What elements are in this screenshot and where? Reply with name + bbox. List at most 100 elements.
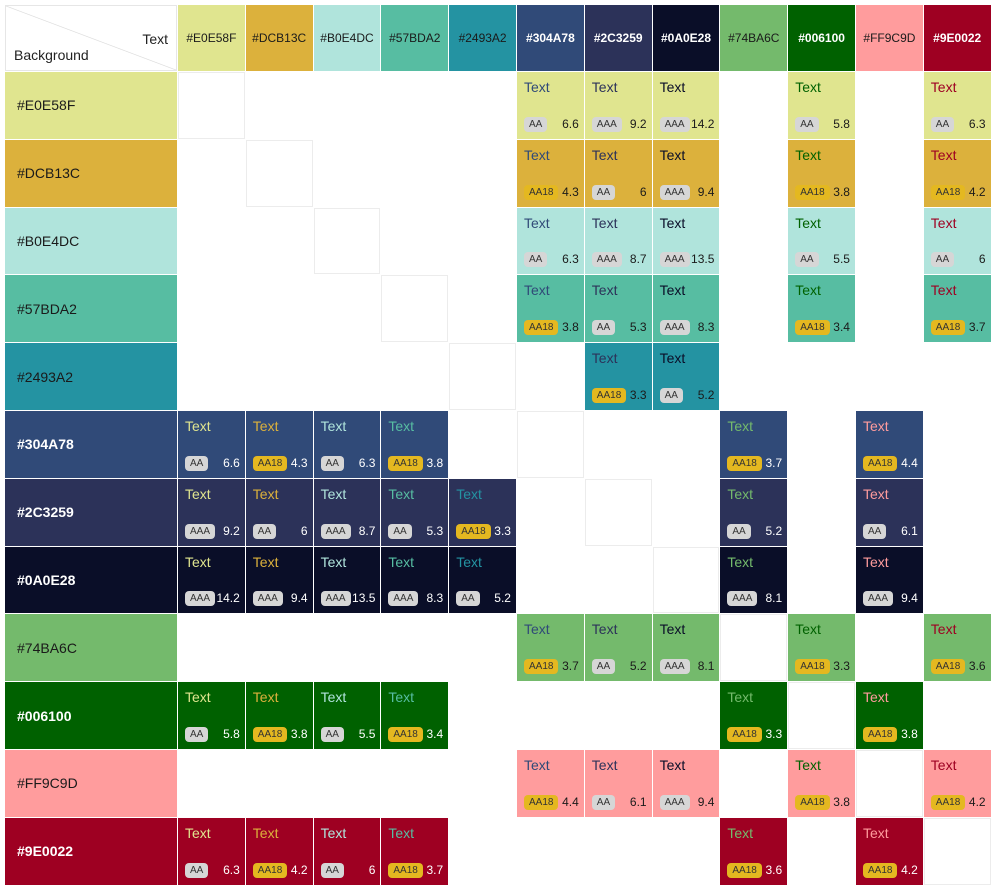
contrast-ratio: 4.4 — [901, 455, 918, 470]
contrast-swatch: Text AAA 14.2 — [652, 72, 720, 139]
contrast-ratio: 4.2 — [968, 184, 986, 199]
contrast-ratio: 3.8 — [426, 455, 444, 470]
contrast-swatch: Text AAA 9.4 — [652, 750, 720, 817]
column-header: #FF9C9D — [856, 5, 923, 71]
sample-text: Text — [320, 824, 347, 841]
contrast-swatch: Text AA18 4.2 — [856, 817, 923, 885]
contrast-ratio: 6.3 — [968, 116, 986, 131]
sample-text: Text — [727, 485, 754, 502]
contrast-ratio: 8.1 — [765, 591, 783, 606]
wcag-rating-badge: AAA — [591, 252, 622, 268]
column-header: #57BDA2 — [381, 5, 449, 71]
column-header: #E0E58F — [178, 5, 245, 71]
wcag-rating-badge: AAA — [727, 591, 758, 607]
contrast-swatch: Text AA 5.2 — [584, 614, 652, 682]
contrast-swatch: Text AA 6 — [313, 817, 381, 885]
contrast-swatch: Text AA 5.3 — [381, 478, 449, 546]
empty-diagonal-cell — [313, 207, 381, 275]
wcag-rating-badge: AA18 — [524, 184, 559, 200]
sample-text: Text — [388, 689, 415, 706]
wcag-rating-badge: AA18 — [591, 387, 627, 403]
contrast-ratio: 5.8 — [833, 116, 850, 131]
contrast-ratio: 3.3 — [629, 387, 647, 402]
contrast-swatch: Text AA 6 — [245, 478, 313, 546]
contrast-ratio: 4.2 — [968, 794, 986, 809]
contrast-swatch: Text AA18 4.4 — [517, 750, 584, 817]
contrast-swatch: Text AA18 4.4 — [856, 411, 923, 478]
sample-text: Text — [252, 689, 279, 706]
sample-text: Text — [320, 553, 347, 570]
wcag-rating-badge: AA — [659, 387, 683, 403]
sample-text: Text — [930, 214, 957, 231]
contrast-swatch: Text AA18 3.8 — [381, 411, 449, 478]
contrast-ratio: 3.7 — [968, 320, 986, 335]
row-header: #B0E4DC — [5, 207, 177, 275]
row-header: #2493A2 — [5, 343, 177, 410]
sample-text: Text — [659, 757, 686, 773]
contrast-swatch: Text AAA 13.5 — [313, 546, 381, 614]
contrast-swatch: Text AA 6.6 — [517, 72, 584, 139]
contrast-ratio: 6 — [368, 862, 376, 877]
contrast-swatch: Text AA 5.5 — [313, 682, 381, 749]
sample-text: Text — [930, 146, 957, 163]
sample-text: Text — [524, 282, 550, 299]
contrast-swatch: Text AA18 3.8 — [245, 682, 313, 749]
wcag-rating-badge: AAA — [659, 116, 690, 132]
wcag-rating-badge: AA — [320, 726, 344, 742]
row-header: #E0E58F — [5, 72, 177, 139]
wcag-rating-badge: AA — [591, 184, 616, 200]
sample-text: Text — [185, 418, 211, 434]
wcag-rating-badge: AA18 — [795, 184, 830, 200]
wcag-rating-badge: AA — [727, 523, 751, 539]
contrast-ratio: 3.8 — [562, 320, 579, 335]
sample-text: Text — [659, 79, 686, 95]
wcag-rating-badge: AA — [591, 794, 616, 810]
column-header: #DCB13C — [245, 5, 313, 71]
wcag-rating-badge: AA — [524, 252, 548, 268]
contrast-ratio: 9.4 — [290, 591, 308, 606]
wcag-rating-badge: AA — [930, 116, 955, 132]
sample-text: Text — [591, 282, 618, 299]
contrast-ratio: 8.7 — [629, 252, 647, 267]
wcag-rating-badge: AAA — [252, 591, 283, 607]
empty-diagonal-cell — [652, 546, 720, 614]
contrast-ratio: 13.5 — [352, 591, 376, 606]
contrast-ratio: 5.3 — [629, 320, 647, 335]
contrast-swatch: Text AA18 3.7 — [517, 614, 584, 682]
empty-diagonal-cell — [517, 411, 584, 478]
contrast-swatch: Text AA18 3.7 — [923, 275, 991, 343]
contrast-ratio: 8.7 — [358, 523, 376, 538]
wcag-rating-badge: AAA — [659, 320, 690, 336]
contrast-ratio: 6 — [639, 184, 647, 199]
contrast-swatch: Text AAA 14.2 — [178, 546, 245, 614]
wcag-rating-badge: AA — [185, 726, 209, 742]
contrast-swatch: Text AA18 3.7 — [720, 411, 788, 478]
contrast-swatch: Text AA 5.8 — [788, 72, 855, 139]
contrast-ratio: 3.6 — [765, 862, 783, 877]
wcag-rating-badge: AA — [795, 252, 819, 268]
sample-text: Text — [185, 485, 211, 502]
contrast-swatch: Text AA18 4.2 — [245, 817, 313, 885]
contrast-ratio: 5.2 — [629, 659, 647, 674]
sample-text: Text — [727, 418, 754, 434]
contrast-ratio: 6.6 — [562, 116, 579, 131]
text-axis-label: Text — [142, 31, 168, 47]
wcag-rating-badge: AA — [185, 455, 209, 471]
contrast-ratio: 5.3 — [426, 523, 444, 538]
sample-text: Text — [591, 214, 618, 231]
contrast-ratio: 3.7 — [765, 455, 783, 470]
sample-text: Text — [795, 282, 821, 299]
wcag-rating-badge: AA18 — [930, 659, 966, 675]
wcag-rating-badge: AA18 — [524, 659, 559, 675]
sample-text: Text — [524, 214, 550, 231]
wcag-rating-badge: AA18 — [795, 320, 830, 336]
contrast-swatch: Text AA 6.3 — [178, 817, 245, 885]
contrast-swatch: Text AA 6.3 — [313, 411, 381, 478]
contrast-swatch: Text AA 6 — [923, 207, 991, 275]
sample-text: Text — [591, 79, 618, 95]
sample-text: Text — [795, 214, 821, 231]
sample-text: Text — [930, 282, 957, 299]
column-header: #304A78 — [517, 5, 584, 71]
wcag-rating-badge: AA18 — [930, 184, 966, 200]
wcag-rating-badge: AA — [930, 252, 955, 268]
